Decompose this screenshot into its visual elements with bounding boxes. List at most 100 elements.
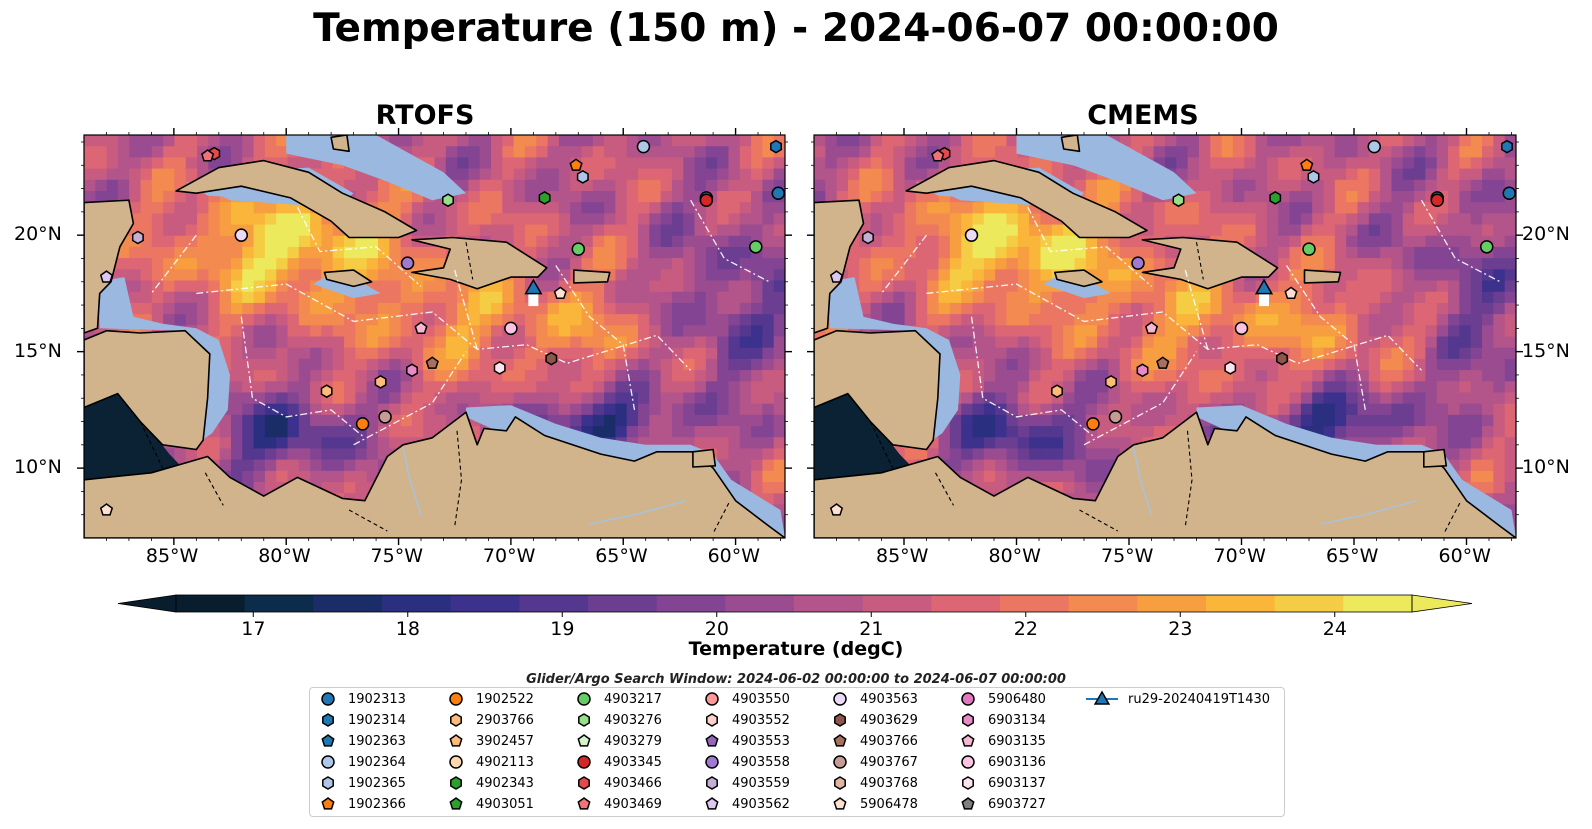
legend-symbol[interactable] — [834, 776, 846, 790]
legend-glider-symbol[interactable] — [1093, 690, 1111, 705]
argo-float-2903766[interactable] — [1105, 375, 1117, 389]
legend-symbol[interactable] — [833, 692, 847, 706]
colorbar-segment — [1274, 595, 1344, 612]
argo-float-4903767[interactable] — [1108, 410, 1123, 424]
argo-float-1902314[interactable] — [1501, 139, 1513, 154]
legend-symbol[interactable] — [706, 713, 718, 727]
legend-symbol[interactable] — [833, 734, 847, 747]
argo-float-2903766[interactable] — [320, 384, 333, 399]
argo-float-4903559[interactable] — [862, 230, 874, 245]
argo-float-4903217[interactable] — [1302, 242, 1316, 256]
legend-symbol[interactable] — [961, 692, 975, 706]
argo-float-4903345[interactable] — [1430, 193, 1444, 207]
argo-float-6903136[interactable] — [504, 321, 518, 336]
legend-symbol[interactable] — [321, 755, 335, 769]
legend-symbol[interactable] — [577, 797, 591, 810]
legend-symbol[interactable] — [705, 734, 719, 747]
legend-symbol[interactable] — [833, 797, 847, 810]
argo-float-6903136[interactable] — [1234, 321, 1249, 336]
legend-symbol[interactable] — [833, 755, 847, 769]
argo-float-4903562[interactable] — [829, 270, 844, 283]
argo-float-1902522[interactable] — [1086, 417, 1100, 431]
argo-float-6903137[interactable] — [1224, 361, 1237, 375]
argo-float-2903766[interactable] — [374, 375, 387, 389]
legend-symbol[interactable] — [578, 713, 590, 727]
argo-float-4903563[interactable] — [234, 228, 249, 242]
argo-float-6903134[interactable] — [1136, 363, 1149, 378]
legend-symbol[interactable] — [321, 797, 335, 810]
argo-float-4903766[interactable] — [1156, 356, 1170, 369]
argo-float-1902366[interactable] — [1300, 158, 1314, 171]
glider-marker[interactable] — [1254, 278, 1274, 295]
legend-symbol[interactable] — [705, 755, 719, 769]
legend-symbol[interactable] — [577, 755, 591, 769]
legend-symbol[interactable] — [322, 713, 334, 727]
argo-float-4903217[interactable] — [571, 242, 586, 256]
colorbar-min-extend — [117, 594, 177, 613]
argo-float-4903562[interactable] — [99, 270, 114, 283]
argo-float-6903137[interactable] — [493, 361, 506, 375]
legend-symbol[interactable] — [705, 797, 719, 810]
argo-float-1902365[interactable] — [1307, 170, 1320, 184]
argo-float-4902343[interactable] — [1269, 191, 1282, 205]
map-panel-rtofs[interactable] — [77, 128, 792, 545]
legend-symbol[interactable] — [321, 734, 335, 747]
argo-float-4903558[interactable] — [400, 256, 415, 270]
colorbar-segment — [313, 595, 383, 612]
legend-symbol[interactable] — [962, 776, 974, 790]
argo-float-1902364[interactable] — [636, 139, 651, 154]
legend-symbol[interactable] — [449, 797, 463, 810]
argo-float-4903766[interactable] — [425, 356, 439, 369]
argo-float-4903629[interactable] — [545, 351, 558, 366]
legend-symbol[interactable] — [449, 734, 463, 747]
argo-float-5906478[interactable] — [553, 286, 567, 300]
legend-symbol[interactable] — [577, 692, 591, 706]
argo-float-1902365[interactable] — [576, 170, 589, 184]
legend-symbol[interactable] — [322, 776, 334, 790]
legend-symbol[interactable] — [578, 776, 590, 790]
argo-float-1902366[interactable] — [569, 158, 583, 171]
legend-symbol[interactable] — [961, 734, 975, 747]
argo-float-6903135[interactable] — [414, 321, 428, 334]
argo-float-4903563[interactable] — [964, 228, 979, 242]
legend-symbol[interactable] — [961, 797, 975, 810]
legend-symbol[interactable] — [577, 734, 591, 747]
argo-float-1902313[interactable] — [1502, 186, 1516, 200]
argo-float-1902364[interactable] — [1367, 139, 1381, 154]
eez-boundary — [454, 269, 478, 350]
legend-symbol[interactable] — [706, 776, 718, 790]
argo-float-1902313[interactable] — [771, 186, 785, 200]
legend-symbol[interactable] — [834, 713, 846, 727]
argo-float-4903276[interactable] — [1172, 193, 1185, 208]
argo-float-2903766[interactable] — [1051, 384, 1063, 399]
argo-float-4903217[interactable] — [1480, 240, 1494, 254]
argo-float-4903469[interactable] — [931, 149, 945, 162]
argo-float-4903276[interactable] — [442, 193, 454, 208]
argo-float-1902522[interactable] — [355, 417, 370, 431]
argo-float-4903767[interactable] — [378, 410, 392, 424]
legend-symbol[interactable] — [449, 692, 463, 706]
argo-float-6903134[interactable] — [406, 363, 418, 378]
argo-float-4903345[interactable] — [699, 193, 714, 207]
glider-marker[interactable] — [524, 278, 543, 295]
legend-symbol[interactable] — [962, 713, 974, 727]
argo-float-5906478[interactable] — [1284, 286, 1298, 300]
argo-float-5906478[interactable] — [99, 503, 114, 516]
legend-symbol[interactable] — [961, 755, 975, 769]
argo-float-4903217[interactable] — [749, 240, 763, 254]
argo-float-4902343[interactable] — [538, 191, 551, 205]
argo-float-5906478[interactable] — [829, 503, 844, 516]
legend-symbol[interactable] — [705, 692, 719, 706]
legend-symbol[interactable] — [449, 755, 463, 769]
argo-float-1902314[interactable] — [770, 139, 782, 154]
map-panel-cmems[interactable] — [807, 128, 1523, 545]
argo-float-4903629[interactable] — [1276, 351, 1288, 366]
legend-symbol[interactable] — [450, 713, 462, 727]
argo-float-4903559[interactable] — [131, 230, 144, 245]
argo-float-4903558[interactable] — [1131, 256, 1145, 270]
argo-float-4903469[interactable] — [201, 149, 215, 162]
argo-float-6903135[interactable] — [1144, 321, 1159, 334]
legend-symbol[interactable] — [321, 692, 335, 706]
legend-symbol[interactable] — [450, 776, 462, 790]
legend-label: 5906478 — [860, 796, 918, 812]
